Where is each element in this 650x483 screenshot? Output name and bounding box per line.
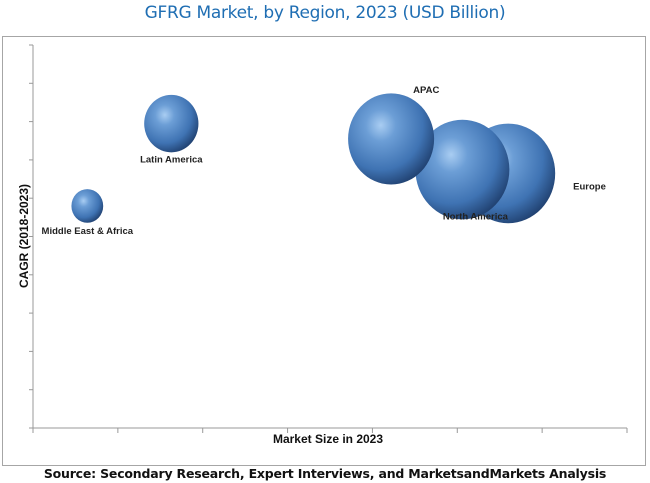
data-label-latin-america: Latin America <box>140 155 203 166</box>
bubble-middle-east-africa <box>71 189 104 223</box>
source-note: Source: Secondary Research, Expert Inter… <box>43 466 607 481</box>
data-label-apac: APAC <box>413 85 439 96</box>
bubble-north-america <box>415 119 510 220</box>
data-label-europe: Europe <box>573 181 606 192</box>
y-axis-label: CAGR (2018-2023) <box>17 184 31 288</box>
bubble-latin-america <box>144 94 199 153</box>
data-label-north-america: North America <box>443 212 509 223</box>
chart-frame <box>2 36 646 466</box>
bubble-apac <box>348 93 435 185</box>
x-axis-label: Market Size in 2023 <box>273 432 383 446</box>
chart-title: GFRG Market, by Region, 2023 (USD Billio… <box>144 3 506 23</box>
data-label-middle-east-africa: Middle East & Africa <box>42 226 134 237</box>
